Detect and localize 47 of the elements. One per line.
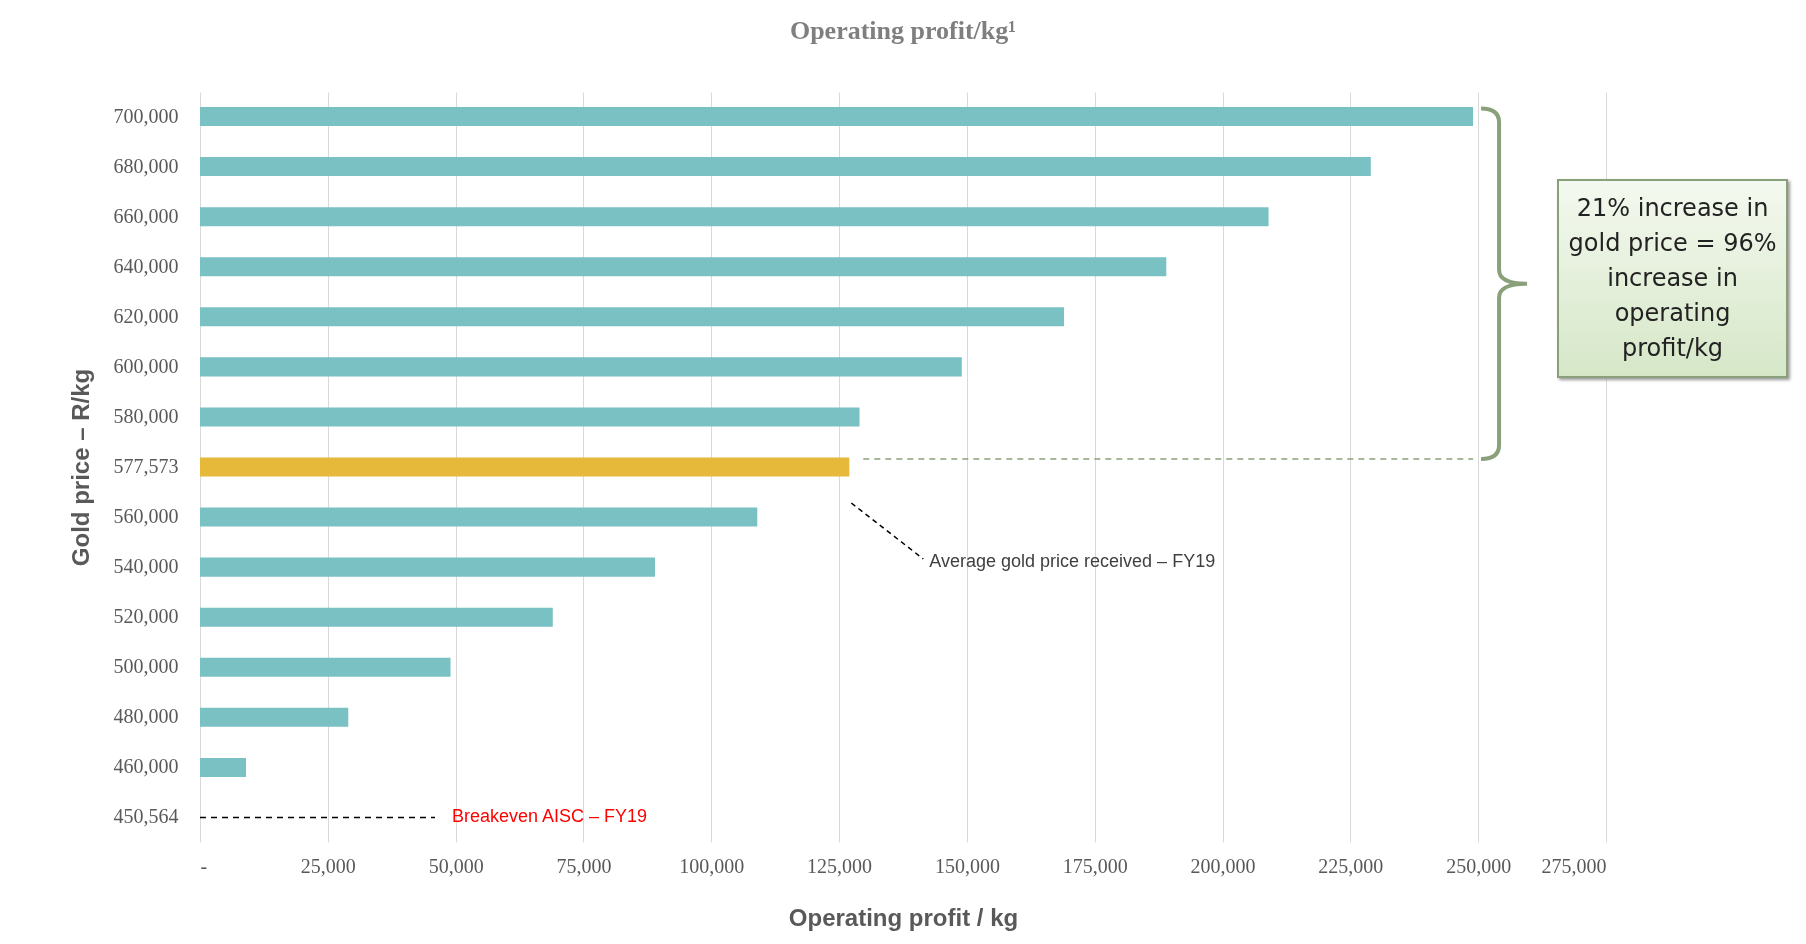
x-tick-label: 100,000 [679,854,745,877]
x-tick-label: 275,000 [1541,854,1607,877]
x-tick-label: 125,000 [807,854,873,877]
y-tick-label: 560,000 [113,505,179,528]
y-tick-label: 680,000 [113,154,179,177]
bar [200,607,553,627]
bar [200,307,1065,327]
x-tick-label: 175,000 [1062,854,1128,877]
bar [200,407,860,427]
y-axis-title: Gold price – R/kg [66,368,94,567]
x-axis-title: Operating profit / kg [788,903,1019,931]
bar [200,157,1371,177]
annotation: 21% increase in gold price = 96% increase in operating profit/kg [1557,178,1789,378]
x-tick-label: 150,000 [934,854,1000,877]
bar [200,207,1269,227]
bar [200,457,850,477]
x-tick-label: 50,000 [428,854,484,877]
y-tick-label: 700,000 [113,104,179,127]
y-tick-label: 620,000 [113,304,179,327]
bar [200,257,1167,277]
y-tick-label: 520,000 [113,605,179,628]
x-tick-label: 225,000 [1318,854,1384,877]
bar [200,657,451,677]
bar [200,757,247,777]
y-tick-label: 500,000 [113,655,179,678]
y-tick-label: 480,000 [113,705,179,728]
y-tick-label: 577,573 [113,455,179,477]
y-tick-label: 640,000 [113,254,179,277]
bar [200,557,656,577]
y-tick-label: 600,000 [113,354,179,377]
annotation: Average gold price received – FY19 [929,551,1216,571]
x-tick-label: 25,000 [300,854,356,877]
x-tick-label: 250,000 [1446,854,1512,877]
bar [200,507,758,527]
y-tick-label: 580,000 [113,404,179,427]
bar [200,357,962,377]
y-tick-label: 450,564 [113,805,179,828]
x-tick-label: - [200,854,208,877]
bar [200,707,349,727]
x-tick-label: 200,000 [1190,854,1256,877]
bar [200,107,1474,127]
y-tick-label: 460,000 [113,755,179,778]
y-tick-label: 660,000 [113,204,179,227]
ref-line-label: Breakeven AISC – FY19 [452,806,648,827]
chart-title: Operating profit/kg¹ [789,16,1017,45]
y-tick-label: 540,000 [113,555,179,578]
x-tick-label: 75,000 [556,854,612,877]
